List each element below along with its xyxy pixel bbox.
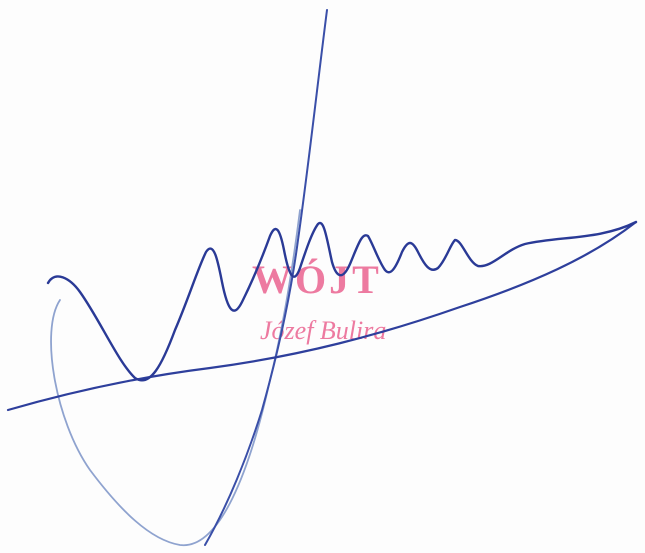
signature-wave-stroke <box>46 220 638 382</box>
signature-loop-stroke <box>50 209 301 546</box>
signature-vertical-stroke <box>204 9 328 546</box>
signature-underline-stroke <box>6 220 638 412</box>
